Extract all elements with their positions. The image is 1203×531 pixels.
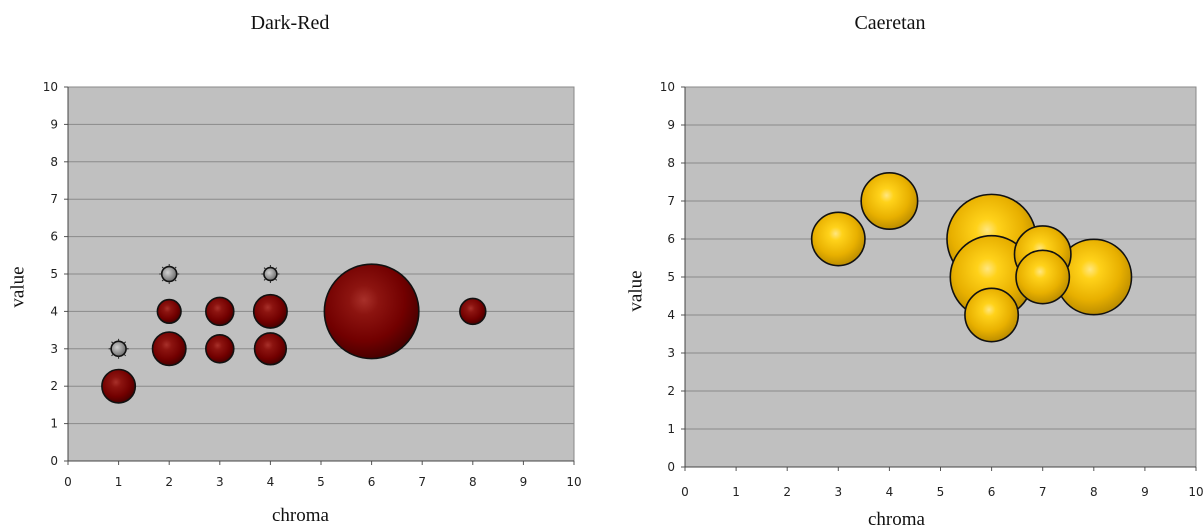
chart-title-left: Dark-Red	[250, 12, 330, 34]
y-tick-label: 9	[50, 117, 58, 131]
x-tick-label: 7	[418, 475, 426, 489]
bubble-point	[160, 265, 178, 283]
bubble-spike	[123, 341, 127, 344]
bubble-point	[110, 340, 127, 358]
y-tick-label: 8	[50, 155, 58, 169]
y-tick-label: 8	[667, 156, 675, 170]
x-tick-label: 10	[566, 475, 581, 489]
bubble-point	[1015, 249, 1071, 305]
bubble-point	[860, 171, 919, 231]
bubble-point	[205, 334, 235, 364]
bubble-spike	[111, 353, 114, 357]
y-tick-label: 6	[667, 232, 675, 246]
bubble-spike	[174, 266, 177, 270]
y-tick-label: 5	[50, 267, 58, 281]
bubble-point	[205, 296, 235, 327]
y-tick-label: 4	[667, 308, 675, 322]
bubble-point	[151, 331, 187, 367]
y-tick-label: 10	[43, 80, 58, 94]
x-tick-label: 9	[520, 475, 528, 489]
bubble-spike	[263, 267, 267, 270]
x-tick-label: 0	[681, 485, 689, 499]
y-tick-label: 2	[50, 379, 58, 393]
x-tick-label: 9	[1141, 485, 1149, 499]
y-tick-label: 2	[667, 384, 675, 398]
bubble-spike	[263, 278, 267, 281]
chart-title-right: Caeretan	[854, 12, 926, 34]
bubble-spike	[161, 278, 165, 282]
x-tick-label: 5	[937, 485, 945, 499]
x-tick-label: 5	[317, 475, 325, 489]
bubble-spike	[274, 278, 278, 281]
y-tick-label: 1	[50, 417, 58, 431]
x-tick-label: 2	[165, 475, 173, 489]
x-axis-label-right: chroma	[868, 509, 925, 530]
plot-area-left: 0 1 2 3 4 5 6 7 8 9 10 0 1 2 3 4 5 6 7 8 9 10	[43, 80, 582, 489]
x-tick-label: 6	[368, 475, 376, 489]
bubble-point	[323, 263, 420, 360]
y-tick-label: 7	[667, 194, 675, 208]
bubble-spike	[161, 266, 165, 270]
bubble-point	[459, 297, 487, 326]
x-tick-label: 4	[267, 475, 275, 489]
x-tick-label: 3	[834, 485, 842, 499]
bubble-spike	[111, 341, 114, 344]
y-tick-label: 5	[667, 270, 675, 284]
x-tick-label: 6	[988, 485, 996, 499]
y-tick-label: 3	[667, 346, 675, 360]
bubble-spike	[274, 267, 278, 270]
x-tick-label: 8	[1090, 485, 1098, 499]
y-tick-label: 0	[667, 460, 675, 474]
y-tick-label: 4	[50, 304, 58, 318]
y-tick-label: 10	[660, 80, 675, 94]
bubble-point	[964, 287, 1020, 343]
bubble-point	[253, 332, 288, 366]
x-tick-label: 4	[886, 485, 894, 499]
plot-area-right: 0 1 2 3 4 5 6 7 8 9 10 0 1 2 3 4 5 6 7 8 9 10	[660, 80, 1203, 499]
bubble-point	[156, 298, 182, 325]
x-tick-label: 1	[115, 475, 123, 489]
y-tick-label: 6	[50, 230, 58, 244]
x-tick-label: 8	[469, 475, 477, 489]
y-tick-label: 0	[50, 454, 58, 468]
x-tick-label: 2	[783, 485, 791, 499]
bubble-point	[810, 211, 866, 267]
bubble-spike	[174, 278, 177, 282]
x-tick-label: 10	[1188, 485, 1203, 499]
x-axis-label-left: chroma	[272, 505, 329, 526]
y-tick-label: 3	[50, 342, 58, 356]
x-tick-label: 7	[1039, 485, 1047, 499]
bubble-point	[252, 293, 288, 329]
bubble-point	[263, 266, 278, 282]
y-tick-label: 7	[50, 192, 58, 206]
x-tick-label: 0	[64, 475, 72, 489]
bubble-point	[101, 368, 137, 404]
bubble-spike	[123, 353, 127, 357]
x-tick-label: 3	[216, 475, 224, 489]
y-tick-label: 9	[667, 118, 675, 132]
x-tick-label: 1	[732, 485, 740, 499]
y-tick-label: 1	[667, 422, 675, 436]
